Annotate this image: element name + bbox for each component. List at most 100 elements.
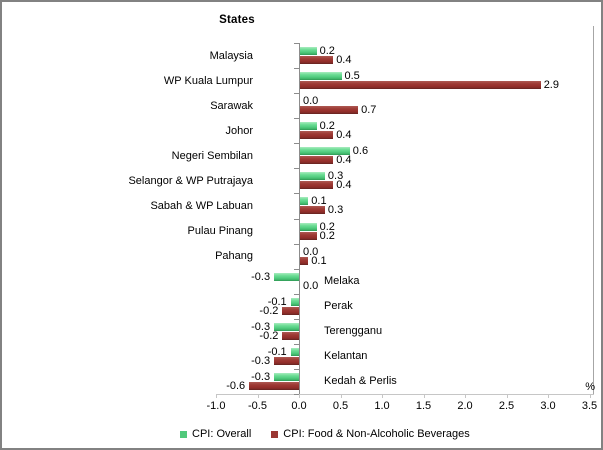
bar-cpi-food-non-alcoholic-beverages-kedah-perlis: [249, 382, 299, 390]
x-axis-tick-label: -1.0: [206, 400, 226, 412]
plot-right-border: [593, 26, 594, 394]
bar-cpi-food-non-alcoholic-beverages-malaysia: [300, 56, 334, 64]
category-label-johor: Johor: [225, 125, 253, 137]
value-label-cpi-overall-selangor-wp-putrajaya: 0.3: [327, 170, 344, 182]
bar-cpi-overall-sabah-wp-labuan: [300, 197, 309, 205]
category-axis-tick: [294, 294, 299, 295]
category-axis-tick: [294, 394, 299, 395]
category-label-pulau-pinang: Pulau Pinang: [187, 225, 253, 237]
value-label-cpi-overall-sarawak: 0.0: [303, 95, 319, 107]
bar-cpi-overall-selangor-wp-putrajaya: [300, 172, 325, 180]
legend: CPI: Overall CPI: Food & Non-Alcoholic B…: [180, 427, 470, 441]
category-label-kelantan: Kelantan: [324, 350, 368, 362]
x-axis-tick-label: 3.5: [581, 400, 598, 412]
category-axis-tick: [294, 143, 299, 144]
category-label-pahang: Pahang: [215, 250, 253, 262]
x-axis-tick-label: 2.5: [498, 400, 515, 412]
x-axis-tick-label: 0.5: [332, 400, 349, 412]
x-axis-tick: [216, 394, 217, 398]
x-axis-tick: [465, 394, 466, 398]
x-axis-tick: [506, 394, 508, 398]
x-axis-tick-label: 3.0: [540, 400, 556, 412]
category-label-perak: Perak: [324, 300, 353, 312]
bar-cpi-food-non-alcoholic-beverages-selangor-wp-putrajaya: [300, 181, 334, 189]
bar-cpi-overall-negeri-sembilan: [300, 147, 350, 155]
bar-cpi-food-non-alcoholic-beverages-kelantan: [274, 357, 299, 365]
category-axis-tick: [294, 43, 299, 44]
category-axis-tick: [294, 319, 299, 320]
category-axis-tick: [294, 219, 299, 220]
x-axis-tick: [423, 394, 425, 398]
value-axis-line: [216, 394, 594, 395]
category-label-selangor-wp-putrajaya: Selangor & WP Putrajaya: [128, 175, 253, 187]
category-axis-tick: [294, 269, 299, 270]
x-axis-tick: [340, 394, 342, 398]
bar-cpi-food-non-alcoholic-beverages-negeri-sembilan: [300, 156, 334, 164]
x-axis-tick: [382, 394, 383, 398]
bar-cpi-overall-melaka: [274, 273, 299, 281]
category-axis-tick: [294, 369, 299, 370]
bar-cpi-overall-pulau-pinang: [300, 223, 317, 231]
bar-cpi-overall-malaysia: [300, 47, 317, 55]
value-label-cpi-food-non-alcoholic-beverages-malaysia: 0.4: [336, 54, 352, 66]
x-axis-tick-label: 2.0: [457, 400, 473, 412]
bar-cpi-overall-terengganu: [274, 323, 299, 331]
bar-cpi-overall-kedah-perlis: [274, 373, 299, 381]
category-label-negeri-sembilan: Negeri Sembilan: [171, 150, 253, 162]
value-label-cpi-food-non-alcoholic-beverages-melaka: 0.0: [303, 280, 319, 292]
value-label-cpi-food-non-alcoholic-beverages-negeri-sembilan: 0.4: [336, 154, 352, 166]
value-label-cpi-overall-melaka: -0.3: [251, 271, 271, 283]
bar-cpi-food-non-alcoholic-beverages-terengganu: [282, 332, 299, 340]
category-axis-tick: [294, 93, 299, 94]
x-axis-tick: [299, 394, 300, 398]
bar-cpi-food-non-alcoholic-beverages-perak: [282, 307, 299, 315]
value-label-cpi-overall-sabah-wp-labuan: 0.1: [311, 195, 327, 207]
category-axis-tick: [294, 118, 299, 119]
category-axis-tick: [294, 244, 299, 245]
category-label-terengganu: Terengganu: [324, 325, 383, 337]
value-label-cpi-food-non-alcoholic-beverages-johor: 0.4: [336, 129, 352, 141]
value-label-cpi-overall-negeri-sembilan: 0.6: [352, 145, 369, 157]
value-label-cpi-food-non-alcoholic-beverages-kelantan: -0.3: [251, 355, 271, 367]
x-axis-tick-label: 0.0: [291, 400, 307, 412]
value-label-cpi-overall-kelantan: -0.1: [267, 346, 287, 358]
x-axis-tick: [589, 394, 591, 398]
value-label-cpi-food-non-alcoholic-beverages-selangor-wp-putrajaya: 0.4: [336, 179, 352, 191]
category-label-malaysia: Malaysia: [209, 50, 253, 62]
value-label-cpi-overall-kedah-perlis: -0.3: [251, 371, 271, 383]
bar-cpi-food-non-alcoholic-beverages-pulau-pinang: [300, 232, 317, 240]
x-axis-tick-label: -0.5: [248, 400, 267, 412]
category-axis-tick: [294, 344, 299, 345]
value-label-cpi-overall-wp-kuala-lumpur: 0.5: [344, 70, 360, 82]
x-axis-tick: [548, 394, 549, 398]
x-axis-tick-label: 1.5: [415, 400, 432, 412]
bar-cpi-overall-kelantan: [290, 348, 299, 356]
value-label-cpi-food-non-alcoholic-beverages-pulau-pinang: 0.2: [319, 230, 335, 242]
category-label-sabah-wp-labuan: Sabah & WP Labuan: [150, 200, 253, 212]
category-label-kedah-perlis: Kedah & Perlis: [324, 375, 397, 387]
value-label-cpi-overall-perak: -0.1: [267, 296, 287, 308]
x-axis-tick: [257, 394, 259, 398]
value-label-cpi-overall-malaysia: 0.2: [319, 45, 335, 57]
value-label-cpi-food-non-alcoholic-beverages-wp-kuala-lumpur: 2.9: [543, 79, 559, 91]
category-axis-tick: [294, 168, 299, 169]
legend-swatch-cpi-food: [271, 430, 279, 438]
bar-cpi-overall-johor: [300, 122, 317, 130]
value-label-cpi-food-non-alcoholic-beverages-terengganu: -0.2: [259, 330, 279, 342]
legend-label-cpi-overall: CPI: Overall: [192, 428, 252, 440]
bar-cpi-food-non-alcoholic-beverages-sabah-wp-labuan: [300, 206, 325, 214]
category-label-melaka: Melaka: [324, 275, 360, 287]
value-label-cpi-food-non-alcoholic-beverages-kedah-perlis: -0.6: [226, 380, 246, 392]
value-label-cpi-overall-johor: 0.2: [319, 120, 335, 132]
value-label-cpi-food-non-alcoholic-beverages-pahang: 0.1: [311, 255, 327, 267]
bar-cpi-food-non-alcoholic-beverages-wp-kuala-lumpur: [300, 81, 541, 89]
value-label-cpi-food-non-alcoholic-beverages-sabah-wp-labuan: 0.3: [327, 204, 344, 216]
bar-cpi-food-non-alcoholic-beverages-sarawak: [300, 106, 359, 114]
category-axis-tick: [294, 193, 299, 194]
legend-swatch-cpi-overall: [180, 430, 187, 438]
bar-cpi-overall-perak: [290, 298, 299, 306]
value-label-cpi-overall-pahang: 0.0: [303, 246, 319, 258]
category-axis-line: [299, 43, 300, 394]
